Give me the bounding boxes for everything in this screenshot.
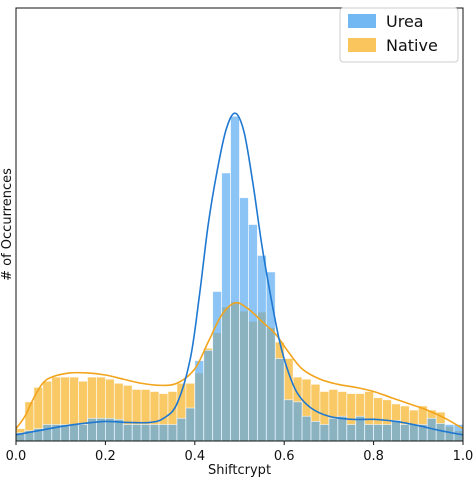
- urea-bar: [256, 255, 267, 442]
- urea-bar: [122, 424, 133, 442]
- urea-bar: [158, 424, 169, 442]
- urea-bar: [42, 424, 53, 442]
- legend-swatch-native: [348, 38, 376, 52]
- x-tick-label: 0.0: [6, 449, 27, 464]
- urea-bar: [274, 358, 285, 442]
- legend: Urea Native: [339, 7, 459, 63]
- x-tick-label: 0.8: [363, 449, 384, 464]
- y-axis-label: # of Occurrences: [0, 168, 15, 281]
- urea-bar: [185, 407, 196, 442]
- urea-bar: [212, 291, 223, 442]
- legend-label-urea: Urea: [386, 12, 424, 31]
- urea-kde-curve: [15, 112, 464, 436]
- x-axis-label: Shiftcrypt: [208, 463, 271, 478]
- urea-bar: [230, 115, 240, 442]
- x-tick-label: 0.6: [274, 449, 295, 464]
- urea-bar: [78, 424, 88, 442]
- legend-label-native: Native: [386, 36, 438, 55]
- urea-bar: [69, 424, 79, 442]
- x-tick-label: 0.4: [184, 449, 205, 464]
- urea-bar: [140, 424, 151, 442]
- urea-bar: [373, 424, 383, 442]
- urea-bar: [203, 349, 214, 442]
- urea-bar: [435, 423, 446, 442]
- legend-swatch-urea: [348, 14, 376, 28]
- urea-bar: [301, 415, 312, 442]
- urea-bar: [131, 424, 142, 442]
- urea-bar: [239, 197, 249, 442]
- urea-bar: [310, 421, 321, 442]
- urea-bar: [283, 399, 294, 442]
- urea-bar: [292, 401, 303, 442]
- x-tick-label: 1.0: [453, 449, 474, 464]
- x-axis-ticks: 0.0 0.2 0.4 0.6 0.8 1.0: [6, 441, 474, 464]
- urea-bar: [328, 417, 339, 442]
- urea-bar: [337, 415, 348, 442]
- urea-bar: [364, 424, 375, 442]
- urea-bar: [346, 424, 357, 442]
- urea-bar: [400, 424, 410, 442]
- native-kde-curve: [15, 301, 464, 430]
- plot-frame: [15, 7, 464, 442]
- urea-bar: [408, 424, 419, 442]
- urea-bar: [382, 424, 392, 442]
- urea-bar: [391, 419, 401, 442]
- x-tick-label: 0.2: [95, 449, 116, 464]
- urea-bar: [248, 224, 258, 442]
- urea-bar: [176, 417, 187, 442]
- urea-bar: [194, 360, 205, 442]
- urea-bar: [149, 424, 160, 442]
- urea-bar: [167, 424, 178, 442]
- urea-bar: [319, 424, 330, 442]
